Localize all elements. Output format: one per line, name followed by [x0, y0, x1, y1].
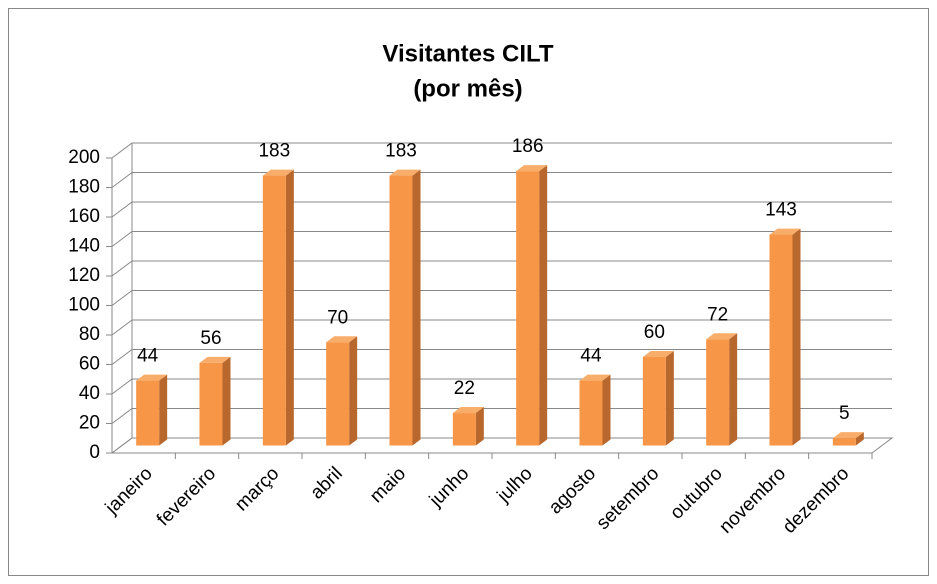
bar-side — [602, 374, 611, 446]
bar-top — [199, 356, 231, 363]
bar-side — [539, 165, 548, 446]
bar — [769, 234, 793, 446]
bar-top — [389, 169, 421, 176]
value-label: 186 — [512, 136, 544, 157]
grid-line — [111, 201, 892, 218]
value-label: 72 — [707, 304, 728, 325]
value-label: 183 — [258, 141, 290, 162]
bar — [389, 175, 413, 446]
value-label: 22 — [454, 378, 475, 399]
bar-side — [349, 336, 358, 446]
value-label: 143 — [765, 200, 797, 221]
grid-line — [111, 378, 892, 395]
bar — [579, 380, 603, 446]
y-tick-label: 100 — [68, 295, 100, 316]
grid-line — [111, 408, 892, 424]
value-label: 5 — [839, 403, 850, 424]
bar-top — [262, 169, 294, 176]
bar-side — [665, 351, 674, 446]
value-label: 183 — [385, 141, 417, 162]
bar-side — [792, 228, 801, 446]
value-label: 44 — [137, 346, 159, 367]
y-tick-label: 80 — [79, 324, 100, 345]
y-tick-label: 20 — [79, 413, 100, 434]
y-tick-label: 140 — [68, 236, 100, 257]
bar-top — [516, 165, 548, 172]
grid-line — [111, 349, 892, 365]
value-label: 44 — [580, 346, 602, 367]
bar — [832, 438, 856, 446]
bar-side — [222, 356, 231, 446]
grid-line — [111, 319, 892, 336]
bar — [452, 413, 476, 446]
bar-side — [159, 374, 168, 446]
bar-side — [729, 333, 738, 446]
value-label: 56 — [200, 328, 221, 349]
y-tick-label: 160 — [68, 206, 100, 227]
grid-line — [111, 172, 892, 188]
bar — [326, 342, 350, 446]
bar-top — [706, 333, 738, 340]
bar-side — [855, 432, 864, 446]
grid-line — [111, 437, 892, 454]
y-tick-label: 120 — [68, 265, 100, 286]
y-tick-label: 0 — [89, 442, 100, 463]
value-label: 70 — [327, 307, 348, 328]
chart-title: Visitantes CILT — [382, 40, 553, 67]
value-label: 60 — [644, 322, 665, 343]
bar-top — [769, 228, 801, 235]
y-tick-label: 200 — [68, 147, 100, 168]
y-tick-label: 40 — [79, 383, 100, 404]
grid-line — [111, 290, 892, 306]
bar — [706, 339, 730, 446]
grid-line — [111, 142, 892, 159]
bar-top — [136, 374, 168, 381]
bar-top — [452, 407, 484, 414]
bar-top — [832, 432, 864, 439]
y-tick-label: 60 — [79, 354, 100, 375]
bar — [136, 380, 160, 446]
bar — [642, 357, 666, 446]
chart-subtitle: (por mês) — [413, 75, 522, 102]
bar-side — [412, 169, 421, 446]
bar-top — [642, 351, 674, 357]
bar — [516, 171, 540, 446]
bar — [199, 362, 223, 446]
grid-line — [111, 260, 892, 277]
bar-side — [475, 407, 484, 446]
y-tick-label: 180 — [68, 177, 100, 198]
bar — [262, 175, 286, 446]
bar-side — [285, 169, 294, 446]
bar-top — [579, 374, 611, 381]
grid-line — [111, 231, 892, 247]
bar-top — [326, 336, 358, 343]
